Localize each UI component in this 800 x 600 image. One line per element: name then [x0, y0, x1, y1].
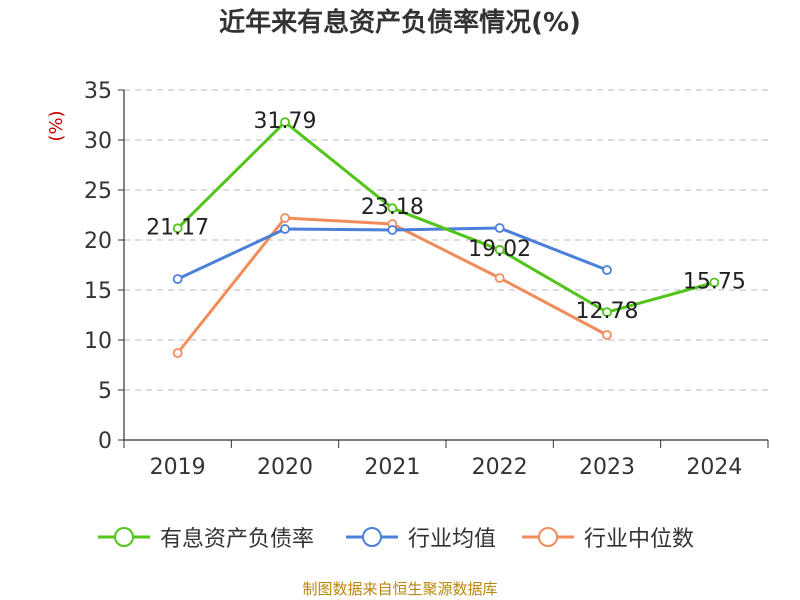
- legend-label: 有息资产负债率: [160, 527, 315, 552]
- data-label: 21.17: [146, 215, 209, 240]
- data-point: [387, 225, 398, 235]
- y-axis-label: (%): [46, 110, 67, 141]
- data-label: 15.75: [683, 270, 746, 295]
- legend-item[interactable]: 有息资产负债率: [96, 516, 314, 558]
- legend-label: 行业均值: [408, 527, 497, 552]
- data-label: 12.78: [576, 299, 639, 324]
- x-tick-label: 2020: [257, 455, 313, 480]
- legend-line-circle-icon: [346, 527, 398, 547]
- y-tick-label: 5: [98, 379, 112, 404]
- y-tick-label: 30: [84, 129, 112, 154]
- data-point: [602, 307, 612, 318]
- y-tick-label: 20: [84, 229, 112, 254]
- data-point: [602, 330, 612, 340]
- series-line-3: [176, 216, 608, 354]
- data-point: [280, 117, 290, 127]
- legend-marker: [362, 527, 382, 547]
- data-point: [494, 273, 505, 283]
- x-tick-label: 2024: [686, 455, 742, 480]
- chart-legend: 有息资产负债率 行业均值 行业中位数: [0, 516, 800, 558]
- data-point: [280, 224, 290, 234]
- data-point: [709, 277, 720, 288]
- legend-label: 行业中位数: [584, 527, 695, 552]
- x-tick-label: 2022: [472, 455, 528, 480]
- data-label: 19.02: [468, 237, 531, 262]
- data-point: [280, 213, 290, 223]
- data-point: [494, 244, 505, 255]
- series-line-1: [176, 120, 715, 314]
- data-point: [172, 274, 183, 284]
- legend-item[interactable]: 行业均值: [344, 516, 496, 558]
- y-tick-label: 35: [84, 79, 112, 104]
- chart-title: 近年来有息资产负债率情况(%): [219, 8, 581, 38]
- data-point: [494, 223, 505, 233]
- data-point: [172, 223, 183, 234]
- x-tick-label: 2023: [579, 455, 635, 480]
- data-point: [387, 203, 398, 214]
- x-tick-label: 2019: [150, 455, 206, 480]
- legend-marker: [114, 527, 134, 547]
- legend-line-circle-icon: [98, 527, 150, 547]
- data-label: 31.79: [254, 109, 317, 134]
- y-tick-label: 10: [84, 329, 112, 354]
- y-tick-label: 15: [84, 279, 112, 304]
- data-point: [172, 348, 183, 358]
- data-point: [602, 265, 612, 275]
- x-tick-label: 2021: [364, 455, 420, 480]
- y-tick-label: 25: [84, 179, 112, 204]
- y-tick-label: 0: [98, 429, 112, 454]
- legend-line-circle-icon: [522, 527, 574, 547]
- legend-item[interactable]: 行业中位数: [520, 516, 694, 558]
- legend-marker: [538, 527, 558, 547]
- data-label: 23.18: [361, 195, 424, 220]
- source-note: 制图数据来自恒生聚源数据库: [302, 580, 498, 598]
